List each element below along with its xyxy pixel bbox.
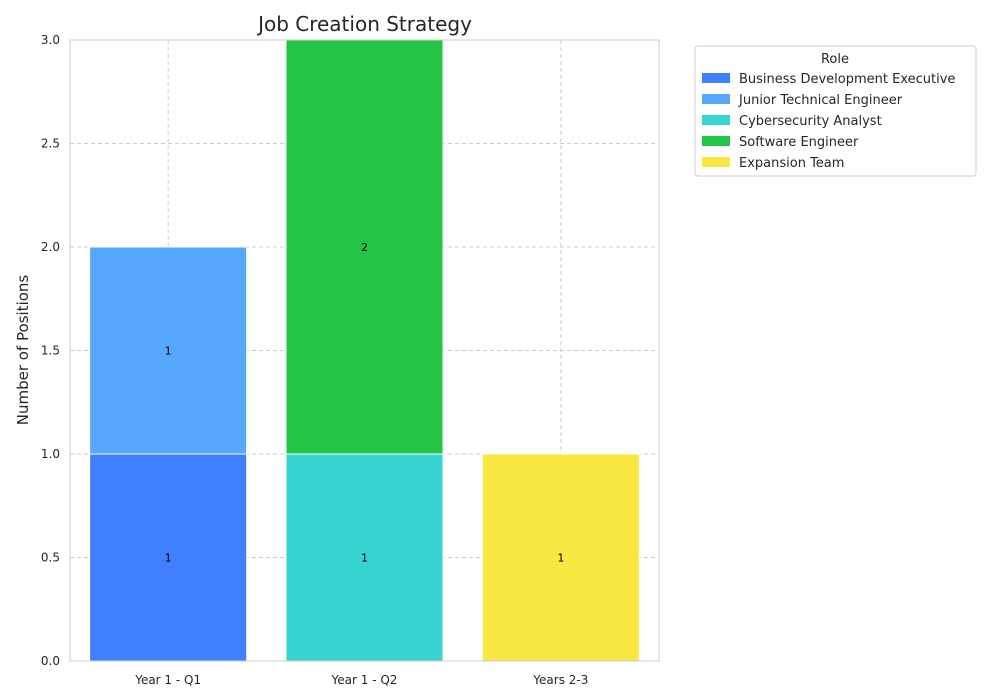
y-tick-label: 2.0 [41,240,60,254]
legend-swatch [702,115,730,125]
x-tick-label: Years 2-3 [532,673,588,687]
legend-swatch [702,136,730,146]
legend-box [694,45,977,177]
y-tick-label: 1.5 [41,344,60,358]
y-tick-label: 1.0 [41,447,60,461]
y-axis-label: Number of Positions [14,275,32,426]
y-tick-label: 2.5 [41,137,60,151]
chart-title: Job Creation Strategy [256,12,472,36]
y-tick-label: 0.0 [41,654,60,668]
legend-entry-label: Cybersecurity Analyst [739,114,882,129]
legend-entry-label: Junior Technical Engineer [738,93,903,108]
bar-segment [285,453,444,662]
bar-value-label: 2 [361,241,368,254]
legend-swatch [702,73,730,83]
bar-segment [481,453,640,662]
legend-title: Role [821,52,849,67]
bar-value-label: 1 [361,552,368,565]
legend-swatch [702,157,730,167]
bar-segment [89,453,248,662]
legend: Role Business Development Executive Junio… [694,45,977,177]
bar-value-label: 1 [557,552,564,565]
legend-entry-label: Software Engineer [739,135,859,150]
x-tick-label: Year 1 - Q2 [331,673,398,687]
bar-value-label: 1 [165,345,172,358]
legend-swatch [702,94,730,104]
bar-value-label: 1 [165,552,172,565]
y-tick-label: 0.5 [41,551,60,565]
bar-segment [89,246,248,455]
legend-entry-label: Business Development Executive [739,72,955,87]
y-tick-label: 3.0 [41,33,60,47]
legend-entry-label: Expansion Team [739,156,844,171]
x-tick-label: Year 1 - Q1 [134,673,201,687]
bar-segment [285,39,444,455]
plot-frame [69,39,660,662]
